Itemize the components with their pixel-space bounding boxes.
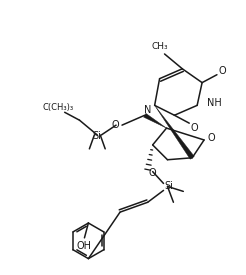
Text: CH₃: CH₃	[151, 42, 168, 51]
Text: O: O	[218, 66, 226, 76]
Text: O: O	[190, 123, 198, 133]
Text: O: O	[111, 120, 119, 130]
Polygon shape	[144, 113, 167, 128]
Text: N: N	[144, 105, 151, 115]
Text: OH: OH	[77, 241, 92, 251]
Text: C(CH₃)₃: C(CH₃)₃	[42, 103, 73, 112]
Text: Si: Si	[164, 182, 173, 191]
Text: Si: Si	[93, 131, 102, 141]
Polygon shape	[155, 105, 194, 159]
Text: NH: NH	[207, 98, 222, 108]
Text: O: O	[149, 167, 156, 178]
Text: O: O	[207, 133, 215, 143]
